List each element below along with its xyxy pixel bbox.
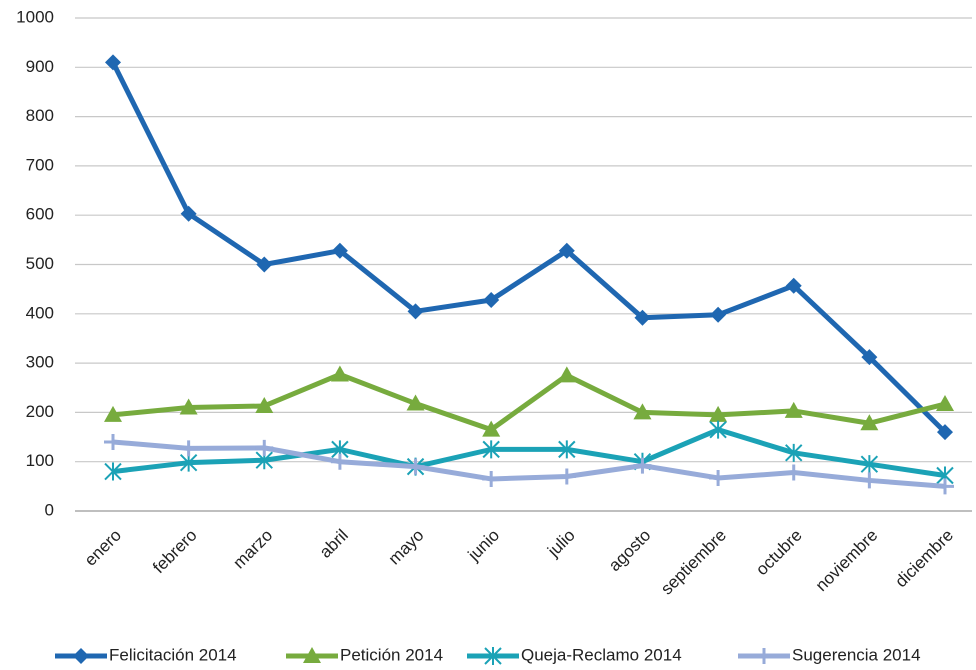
x-tick-label: octubre [752,526,806,580]
y-tick-label: 600 [26,205,54,224]
x-tick-label: enero [81,526,125,570]
legend-marker [755,648,773,664]
y-tick-label: 100 [26,451,54,470]
series-line [112,427,946,478]
x-tick-label: agosto [605,526,655,576]
point-marker [784,464,803,481]
x-tick-label: mayo [385,526,428,569]
legend-marker [303,647,321,663]
y-tick-label: 0 [45,500,54,519]
point-marker [482,440,500,459]
point-marker [558,440,576,459]
x-tick-label: noviembre [812,526,882,596]
point-marker [710,306,727,323]
point-marker [406,394,425,411]
point-marker [557,366,576,383]
x-tick-label: junio [464,526,504,566]
point-marker [557,468,576,485]
y-tick-label: 300 [26,353,54,372]
point-marker [406,458,425,475]
series-line [112,371,946,433]
point-marker [785,277,802,294]
point-marker [633,403,652,420]
series-line [112,439,946,489]
legend-marker [484,647,502,665]
point-marker [860,472,879,489]
legend-marker [73,648,89,664]
point-marker [784,401,803,418]
point-marker [558,242,575,259]
point-marker [179,398,198,415]
x-tick-label: diciembre [891,526,957,592]
point-marker [937,424,953,441]
y-tick-label: 800 [26,106,54,125]
point-marker [179,453,198,472]
x-tick-label: marzo [229,526,276,573]
point-marker [104,405,122,422]
point-marker [330,453,349,470]
point-marker [330,365,349,382]
series-line [110,61,947,434]
point-marker [860,414,879,431]
point-marker [709,469,728,486]
point-marker [255,396,274,413]
point-marker [709,420,727,439]
point-marker [255,439,274,456]
y-tick-label: 500 [26,254,54,273]
point-marker [936,395,954,412]
y-tick-label: 200 [26,402,54,421]
point-marker [179,440,198,457]
point-marker [936,478,954,495]
point-marker [634,309,651,326]
point-marker [407,303,424,320]
point-marker [633,457,652,474]
x-tick-label: julio [543,526,579,562]
point-marker [483,291,500,308]
point-marker [180,205,197,222]
point-marker [785,443,803,462]
point-marker [861,349,878,366]
y-tick-label: 900 [26,57,54,76]
legend-label: Petición 2014 [340,645,443,664]
point-marker [331,242,348,259]
point-marker [105,54,121,71]
point-marker [709,405,728,422]
x-tick-label: febrero [149,526,201,578]
legend-label: Queja-Reclamo 2014 [521,645,682,664]
point-marker [104,433,122,450]
point-marker [256,256,273,273]
point-marker [860,455,879,474]
x-tick-label: septiembre [657,526,730,599]
y-tick-label: 700 [26,155,54,174]
legend-label: Felicitación 2014 [109,645,237,664]
point-marker [482,420,501,437]
x-tick-label: abril [316,526,352,562]
y-tick-label: 1000 [16,7,54,26]
legend-label: Sugerencia 2014 [792,645,921,664]
point-marker [104,462,122,481]
point-marker [482,470,501,487]
y-tick-label: 400 [26,303,54,322]
